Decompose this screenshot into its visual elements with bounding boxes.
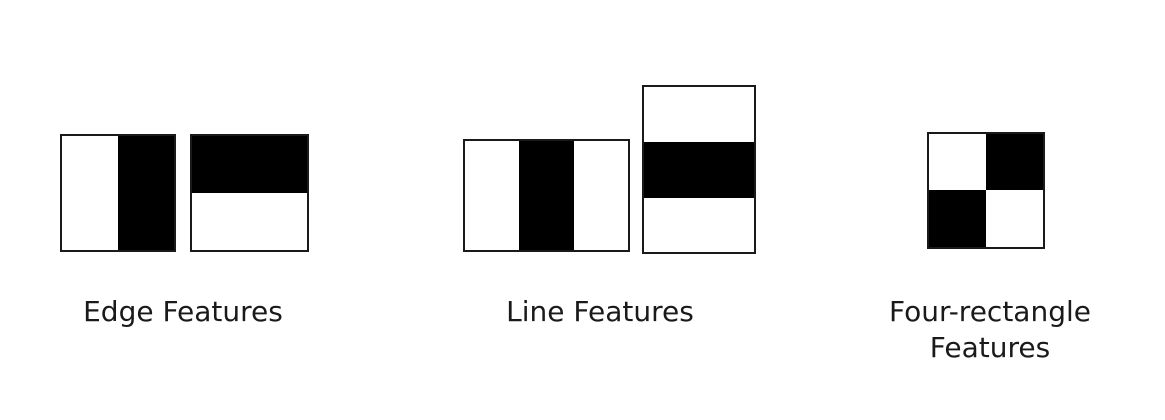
line-horizontal-middle-dark — [643, 142, 755, 198]
edge-horizontal-light-half — [191, 193, 308, 251]
edge-horizontal-frame — [190, 134, 309, 252]
four-rectangle-feature — [927, 132, 1045, 249]
four-bottom-right-light — [986, 190, 1044, 248]
line-vertical-frame — [463, 139, 630, 252]
four-top-right-dark — [986, 133, 1044, 190]
line-horizontal-bottom-light — [643, 198, 755, 253]
line-features-caption: Line Features — [506, 295, 694, 328]
edge-features-caption: Edge Features — [83, 295, 283, 328]
edge-vertical-light-half — [61, 135, 118, 251]
line-feature-horizontal — [642, 85, 756, 254]
line-vertical-left-light — [464, 140, 519, 251]
four-rectangle-features-caption: Four-rectangle Features — [865, 294, 1115, 366]
line-feature-vertical — [463, 139, 630, 252]
edge-feature-vertical — [60, 134, 176, 252]
four-frame — [927, 132, 1045, 249]
four-rectangle-caption-line1: Four-rectangle — [889, 295, 1091, 328]
line-horizontal-frame — [642, 85, 756, 254]
four-top-left-light — [928, 133, 986, 190]
line-vertical-right-light — [574, 140, 629, 251]
edge-horizontal-dark-half — [191, 135, 308, 193]
line-vertical-middle-dark — [519, 140, 574, 251]
line-horizontal-top-light — [643, 86, 755, 142]
edge-vertical-frame — [60, 134, 176, 252]
four-rectangle-caption-line2: Features — [929, 331, 1051, 364]
edge-vertical-dark-half — [118, 135, 175, 251]
edge-feature-horizontal — [190, 134, 309, 252]
four-bottom-left-dark — [928, 190, 986, 248]
